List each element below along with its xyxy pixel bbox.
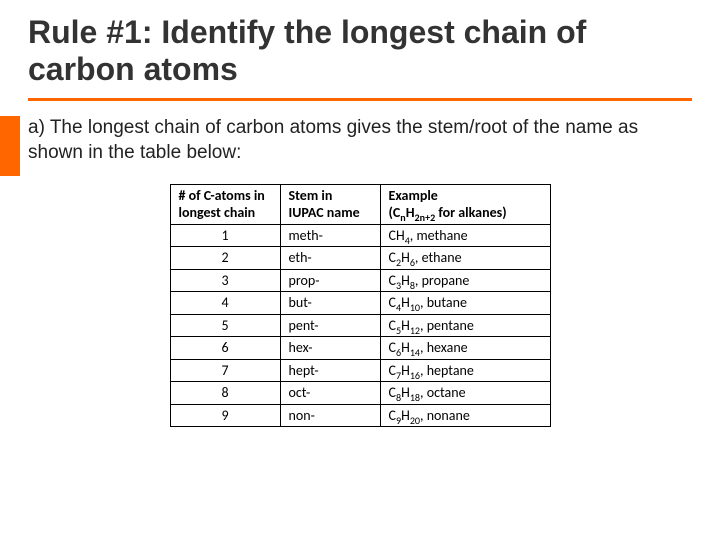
cell-example: C8H18, octane xyxy=(380,382,550,405)
table-row: 4but-C4H10, butane xyxy=(170,292,550,315)
cell-stem: hex- xyxy=(280,337,380,360)
table-container: # of C-atoms inlongest chain Stem inIUPA… xyxy=(28,184,692,428)
cell-example: C4H10, butane xyxy=(380,292,550,315)
cell-example: C2H6, ethane xyxy=(380,247,550,270)
cell-example: C6H14, hexane xyxy=(380,337,550,360)
cell-carbons: 9 xyxy=(170,404,280,427)
table-row: 6hex-C6H14, hexane xyxy=(170,337,550,360)
cell-carbons: 4 xyxy=(170,292,280,315)
table-row: 9non-C9H20, nonane xyxy=(170,404,550,427)
table-head: # of C-atoms inlongest chain Stem inIUPA… xyxy=(170,184,550,224)
cell-carbons: 3 xyxy=(170,269,280,292)
iupac-stem-table: # of C-atoms inlongest chain Stem inIUPA… xyxy=(170,184,551,428)
table-row: 7hept-C7H16, heptane xyxy=(170,359,550,382)
cell-carbons: 5 xyxy=(170,314,280,337)
cell-example: C9H20, nonane xyxy=(380,404,550,427)
cell-stem: hept- xyxy=(280,359,380,382)
cell-stem: but- xyxy=(280,292,380,315)
cell-stem: pent- xyxy=(280,314,380,337)
body-text: a) The longest chain of carbon atoms giv… xyxy=(28,115,692,166)
slide: Rule #1: Identify the longest chain of c… xyxy=(0,0,720,427)
col-header-carbons: # of C-atoms inlongest chain xyxy=(170,184,280,224)
cell-example: C7H16, heptane xyxy=(380,359,550,382)
cell-carbons: 2 xyxy=(170,247,280,270)
cell-carbons: 7 xyxy=(170,359,280,382)
cell-stem: prop- xyxy=(280,269,380,292)
table-body: 1meth-CH4, methane2eth-C2H6, ethane3prop… xyxy=(170,224,550,427)
cell-stem: meth- xyxy=(280,224,380,247)
table-header-row: # of C-atoms inlongest chain Stem inIUPA… xyxy=(170,184,550,224)
table-row: 1meth-CH4, methane xyxy=(170,224,550,247)
cell-carbons: 8 xyxy=(170,382,280,405)
col-header-example: Example(CnH2n+2 for alkanes) xyxy=(380,184,550,224)
title-block: Rule #1: Identify the longest chain of c… xyxy=(28,14,692,101)
cell-stem: eth- xyxy=(280,247,380,270)
cell-carbons: 1 xyxy=(170,224,280,247)
cell-stem: non- xyxy=(280,404,380,427)
cell-carbons: 6 xyxy=(170,337,280,360)
cell-example: CH4, methane xyxy=(380,224,550,247)
col-header-stem: Stem inIUPAC name xyxy=(280,184,380,224)
accent-bar xyxy=(0,116,20,176)
table-row: 8oct-C8H18, octane xyxy=(170,382,550,405)
table-row: 5pent-C5H12, pentane xyxy=(170,314,550,337)
table-row: 2eth-C2H6, ethane xyxy=(170,247,550,270)
cell-example: C3H8, propane xyxy=(380,269,550,292)
page-title: Rule #1: Identify the longest chain of c… xyxy=(28,14,692,88)
table-row: 3prop-C3H8, propane xyxy=(170,269,550,292)
cell-example: C5H12, pentane xyxy=(380,314,550,337)
cell-stem: oct- xyxy=(280,382,380,405)
